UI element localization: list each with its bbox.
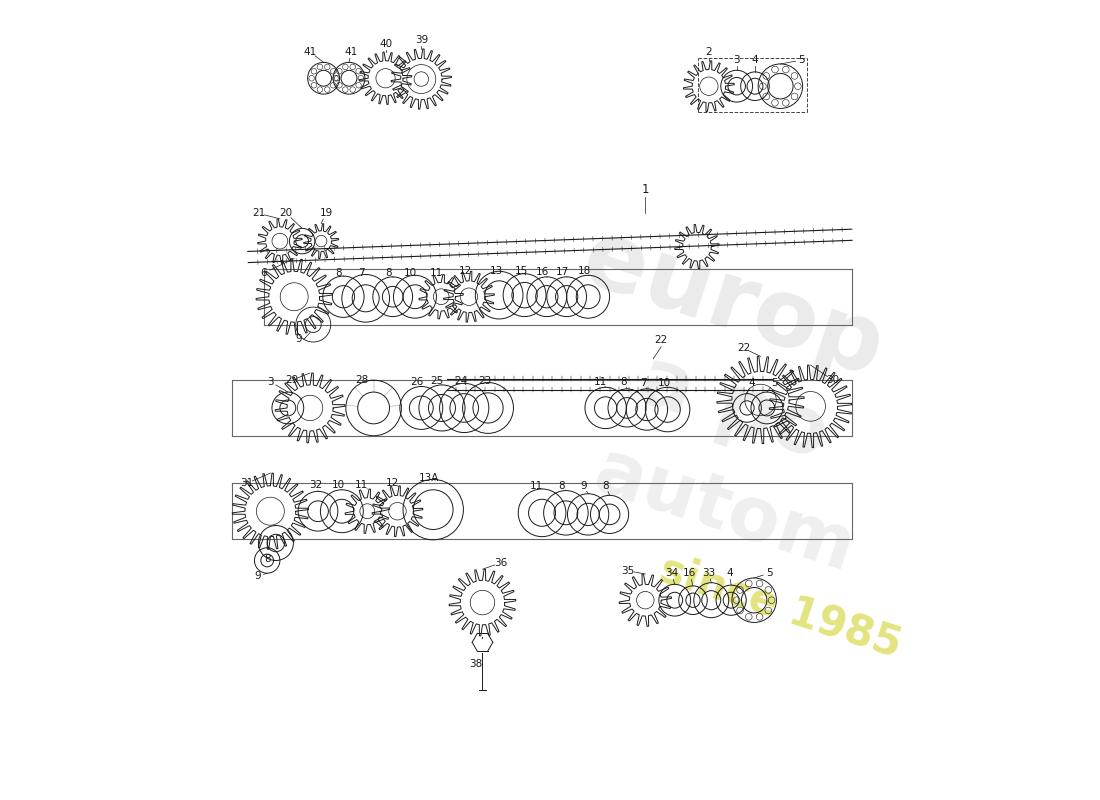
- Text: 16: 16: [683, 568, 696, 578]
- Text: 21: 21: [252, 208, 265, 218]
- Text: 11: 11: [355, 480, 368, 490]
- Text: 8: 8: [336, 268, 342, 278]
- Text: 41: 41: [304, 47, 317, 57]
- Text: 11: 11: [430, 268, 443, 278]
- Text: 8: 8: [385, 268, 392, 278]
- Text: 17: 17: [557, 267, 570, 277]
- Text: 9: 9: [296, 334, 303, 344]
- Text: 30: 30: [826, 375, 839, 385]
- Text: 5: 5: [771, 378, 778, 387]
- Text: 33: 33: [702, 568, 715, 578]
- Text: 15: 15: [515, 266, 528, 275]
- Text: 7: 7: [639, 378, 647, 387]
- Text: 3: 3: [267, 377, 274, 386]
- Text: 2: 2: [705, 47, 712, 57]
- Text: 19: 19: [319, 208, 332, 218]
- Text: 20: 20: [279, 208, 293, 218]
- Text: 22: 22: [737, 343, 750, 354]
- Text: autom: autom: [585, 435, 865, 587]
- Text: 38: 38: [470, 658, 483, 669]
- Text: 32: 32: [309, 480, 322, 490]
- Text: 24: 24: [454, 376, 467, 386]
- Text: 40: 40: [379, 39, 392, 49]
- Text: 11: 11: [530, 481, 543, 490]
- Text: 36: 36: [494, 558, 507, 568]
- Text: 3: 3: [734, 55, 740, 65]
- Text: 28: 28: [355, 375, 368, 385]
- Text: 10: 10: [404, 268, 417, 278]
- Text: 13A: 13A: [419, 473, 439, 483]
- Text: 1: 1: [641, 183, 649, 197]
- Text: 31: 31: [240, 478, 253, 489]
- Text: since 1985: since 1985: [654, 548, 906, 666]
- Text: 5: 5: [766, 568, 772, 578]
- Text: 18: 18: [578, 266, 591, 275]
- Text: 25: 25: [430, 376, 443, 386]
- Text: 12: 12: [386, 478, 399, 489]
- Text: 22: 22: [654, 334, 668, 345]
- Text: 12: 12: [459, 266, 472, 276]
- Text: 5: 5: [799, 55, 805, 65]
- Text: 10: 10: [658, 378, 671, 387]
- Text: 29: 29: [285, 375, 298, 385]
- Text: 13: 13: [491, 266, 504, 275]
- Text: 35: 35: [621, 566, 635, 576]
- Text: 7: 7: [358, 268, 364, 278]
- Text: 26: 26: [410, 377, 424, 386]
- Text: 4: 4: [748, 378, 755, 387]
- Text: 16: 16: [536, 267, 550, 277]
- Text: 6: 6: [261, 268, 267, 278]
- Text: 9: 9: [254, 571, 261, 582]
- Text: 34: 34: [664, 568, 679, 578]
- Text: 8: 8: [603, 481, 609, 490]
- Text: europ: europ: [571, 213, 894, 396]
- Text: 4: 4: [751, 55, 758, 65]
- Text: 4: 4: [726, 568, 733, 578]
- Text: a po: a po: [628, 341, 838, 475]
- Text: 8: 8: [558, 481, 564, 490]
- Text: 23: 23: [478, 376, 492, 386]
- Text: 41: 41: [344, 47, 358, 57]
- Text: 8: 8: [619, 377, 626, 386]
- Text: 11: 11: [594, 377, 607, 386]
- Text: 39: 39: [415, 35, 428, 45]
- Text: 10: 10: [331, 480, 344, 490]
- Text: 9: 9: [580, 481, 586, 490]
- Text: 8: 8: [265, 554, 272, 564]
